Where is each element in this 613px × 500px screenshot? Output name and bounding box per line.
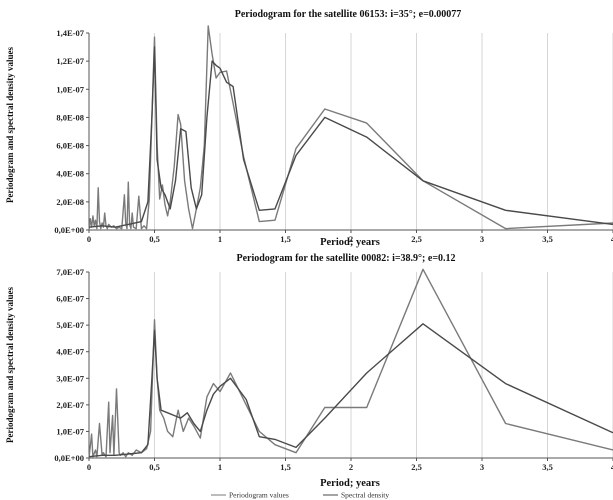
x-tick-label: 4 <box>611 462 613 472</box>
chart-title: Periodogram for the satellite 06153: i=3… <box>235 9 462 20</box>
y-tick-label: 1,0E-07 <box>56 426 84 436</box>
x-tick-label: 3 <box>480 234 484 244</box>
legend: Periodogram values Spectral density <box>211 491 389 500</box>
x-tick-label: 1,5 <box>280 462 291 472</box>
y-tick-label: 2,0E-08 <box>56 197 84 207</box>
chart-title: Periodogram for the satellite 00082: i=3… <box>236 253 455 264</box>
x-tick-label: 1 <box>218 462 222 472</box>
x-tick-label: 0,5 <box>149 234 160 244</box>
y-tick-label: 1,4E-07 <box>56 28 84 38</box>
y-tick-label: 1,0E-07 <box>56 84 84 94</box>
x-tick-label: 4 <box>611 234 613 244</box>
y-tick-label: 3,0E-07 <box>56 373 84 383</box>
x-tick-label: 1,5 <box>280 234 291 244</box>
y-tick-label: 0,0E+00 <box>54 453 84 463</box>
x-axis-label: Period; years <box>320 237 380 248</box>
x-tick-label: 2,5 <box>411 462 422 472</box>
chart-satellite-00082: Periodogram for the satellite 00082: i=3… <box>5 253 613 489</box>
y-tick-label: 6,0E-07 <box>56 294 84 304</box>
legend-item-spectral-density: Spectral density <box>323 491 389 500</box>
y-axis-label: Periodogram and spectral density values <box>5 47 15 203</box>
y-tick-label: 5,0E-07 <box>56 320 84 330</box>
x-tick-label: 3,5 <box>542 462 553 472</box>
y-tick-label: 6,0E-08 <box>56 141 84 151</box>
y-tick-label: 2,0E-07 <box>56 400 84 410</box>
series-line-spectral-density <box>88 46 613 228</box>
series-line-spectral-density <box>88 323 613 458</box>
y-tick-label: 4,0E-08 <box>56 169 84 179</box>
y-tick-label: 4,0E-07 <box>56 347 84 357</box>
y-tick-label: 7,0E-07 <box>56 267 84 277</box>
x-axis-label: Period; years <box>320 478 380 489</box>
y-axis-label: Periodogram and spectral density values <box>5 287 15 443</box>
legend-item-periodogram: Periodogram values <box>211 491 289 500</box>
x-tick-label: 0,5 <box>149 462 160 472</box>
plot-area: 0,0E+00 1,0E-07 2,0E-07 3,0E-07 4,0E-07 5,0E-… <box>54 267 613 472</box>
chart-satellite-06153: Periodogram for the satellite 06153: i=3… <box>5 9 613 248</box>
y-tick-label: 0,0E+00 <box>54 225 84 235</box>
x-tick-label: 0 <box>87 234 91 244</box>
legend-label: Periodogram values <box>229 491 289 500</box>
y-tick-label: 8,0E-08 <box>56 112 84 122</box>
x-tick-label: 3 <box>480 462 484 472</box>
legend-label: Spectral density <box>341 491 389 500</box>
x-tick-label: 1 <box>218 234 222 244</box>
x-tick-label: 0 <box>87 462 91 472</box>
x-tick-label: 2 <box>349 462 353 472</box>
plot-area: 0,0E+00 2,0E-08 4,0E-08 6,0E-08 8,0E-08 1,0E-… <box>54 25 613 244</box>
x-tick-label: 2 <box>349 234 353 244</box>
y-tick-label: 1,2E-07 <box>56 56 84 66</box>
series-line-periodogram <box>88 25 613 231</box>
x-tick-label: 3,5 <box>542 234 553 244</box>
x-tick-label: 2,5 <box>411 234 422 244</box>
